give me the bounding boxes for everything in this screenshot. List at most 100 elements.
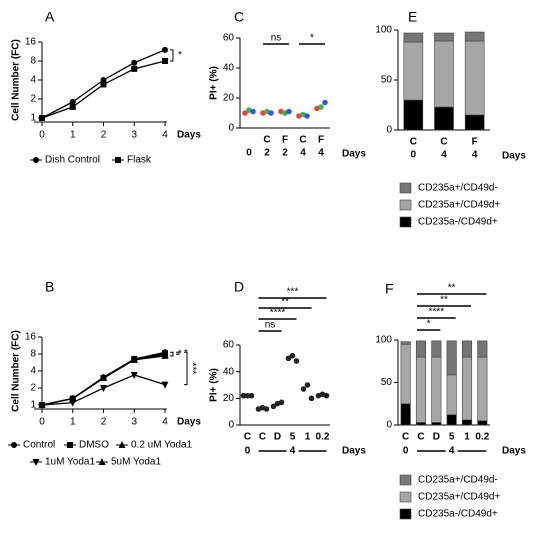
y-tick-label: 20	[223, 93, 235, 104]
legend-marker	[33, 157, 39, 163]
bar-segment	[400, 403, 411, 426]
y-tick-label: 8	[30, 349, 36, 360]
bar-segment	[431, 356, 442, 423]
significance-label: **	[281, 297, 289, 308]
bar-segment	[477, 340, 488, 358]
y-tick-label: 60	[223, 33, 235, 44]
marker	[161, 381, 169, 389]
significance-label: *	[178, 50, 182, 61]
x-tick-label: C	[259, 432, 266, 443]
y-tick-label: 100	[375, 335, 392, 346]
legend-label: Control	[23, 440, 55, 451]
x-tick-label: F	[282, 135, 288, 146]
x-tick-label: 0	[39, 417, 45, 428]
y-tick-label: 16	[25, 332, 37, 343]
bar-segment	[461, 419, 473, 426]
y-tick-label: 0	[228, 123, 234, 134]
x-tick-label: C	[402, 432, 409, 443]
x-axis-label: Days	[342, 149, 366, 160]
significance-label: **	[440, 295, 448, 306]
bar-segment	[431, 340, 442, 358]
bar-segment	[477, 356, 488, 422]
marker	[100, 374, 107, 382]
data-point	[263, 406, 270, 412]
legend-marker	[32, 459, 40, 466]
x-tick-sublabel: 2	[282, 148, 288, 159]
y-tick-label: 50	[381, 377, 393, 388]
legend-swatch	[399, 182, 412, 194]
significance-label: ***	[287, 287, 299, 298]
bar-segment	[403, 99, 424, 131]
bar-segment	[464, 114, 485, 131]
y-tick-label: 0	[228, 420, 234, 431]
data-point	[289, 352, 296, 359]
bar-segment	[446, 340, 457, 376]
significance-bracket	[184, 351, 188, 386]
panel-letter: B	[45, 279, 54, 295]
legend-label: CD235a+/CD49d-	[418, 183, 498, 194]
y-tick-label: 20	[223, 393, 235, 404]
data-point	[242, 110, 248, 116]
y-tick-label: 1	[30, 113, 36, 124]
panel-letter: C	[234, 9, 244, 25]
legend-label: CD235a+/CD49d-	[418, 475, 498, 486]
marker	[69, 394, 77, 402]
bar-segment	[464, 40, 485, 116]
x-axis-label: Days	[502, 151, 526, 162]
bar-segment	[434, 40, 454, 108]
legend-label: CD235a-/CD49d+	[418, 509, 498, 520]
data-point	[270, 403, 277, 410]
group-label: 4	[449, 446, 455, 457]
marker	[38, 401, 46, 408]
panel-letter: E	[408, 9, 417, 25]
y-tick-label: 50	[381, 75, 393, 86]
data-point	[268, 110, 274, 116]
x-axis-label: Days	[177, 130, 201, 141]
data-point	[304, 382, 311, 388]
bar-segment	[477, 420, 488, 426]
y-axis-label: PI+ (%)	[209, 66, 220, 100]
x-axis-label: Days	[342, 446, 366, 457]
y-tick-label: 2	[30, 94, 36, 105]
y-tick-label: 40	[223, 63, 235, 74]
marker	[130, 371, 138, 379]
legend-swatch	[399, 474, 412, 486]
group-label: 0	[403, 446, 409, 457]
legend-label: Dish Control	[45, 155, 100, 166]
y-tick-label: 8	[30, 56, 36, 67]
marker	[131, 59, 138, 66]
bar-segment	[431, 422, 442, 426]
marker	[161, 350, 169, 358]
data-point	[244, 392, 251, 399]
x-tick-label: C	[299, 135, 306, 146]
x-tick-sublabel: 4	[318, 148, 324, 159]
y-tick-label: 100	[375, 25, 392, 36]
x-tick-label: F	[472, 137, 478, 148]
marker	[69, 103, 76, 110]
y-tick-label: 40	[223, 366, 235, 377]
x-tick-label: C	[244, 432, 251, 443]
x-tick-label: 1	[70, 417, 76, 428]
data-point	[240, 392, 247, 399]
panel-letter: F	[385, 281, 394, 297]
significance-label: *	[310, 33, 314, 44]
data-point	[250, 108, 256, 115]
x-tick-sublabel: 4	[300, 148, 306, 159]
bar-segment	[403, 41, 424, 101]
legend-swatch	[399, 491, 412, 503]
legend-swatch	[399, 199, 412, 211]
x-tick-label: F	[318, 135, 324, 146]
x-tick-label: C	[417, 432, 424, 443]
x-tick-label: 3	[131, 417, 137, 428]
x-tick-label: 4	[162, 130, 168, 141]
marker	[131, 65, 138, 72]
y-tick-label: 0	[386, 420, 392, 431]
y-tick-label: 0	[386, 125, 392, 136]
panel-letter: D	[234, 279, 244, 295]
marker	[100, 81, 107, 88]
bar-segment	[461, 340, 473, 358]
legend-swatch	[399, 216, 412, 228]
significance-label: ***	[186, 363, 197, 375]
data-point	[248, 392, 255, 399]
